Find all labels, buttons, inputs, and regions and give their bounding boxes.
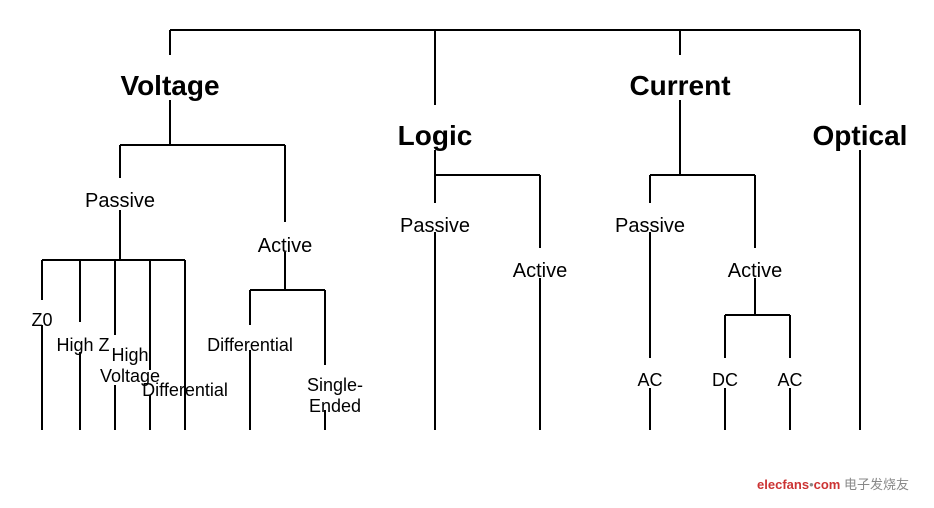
- node-c_passive: Passive: [615, 215, 685, 238]
- node-c_active: Active: [728, 260, 782, 283]
- watermark-brand: elecfans: [757, 477, 809, 492]
- node-v_active: Active: [258, 235, 312, 258]
- node-optical: Optical: [813, 120, 908, 152]
- node-l_active: Active: [513, 260, 567, 283]
- watermark-cn: 电子发烧友: [844, 477, 909, 492]
- node-single: Single-Ended: [307, 375, 363, 417]
- node-single-line0: Single-: [307, 375, 363, 396]
- node-logic: Logic: [398, 120, 473, 152]
- node-diff1: Differential: [142, 380, 228, 401]
- node-current: Current: [629, 70, 730, 102]
- node-l_passive: Passive: [400, 215, 470, 238]
- node-voltage: Voltage: [120, 70, 219, 102]
- node-v_passive: Passive: [85, 190, 155, 213]
- watermark-com: com: [814, 477, 841, 492]
- node-diff2: Differential: [207, 335, 293, 356]
- node-ac1: AC: [637, 370, 662, 391]
- watermark: elecfans•com 电子发烧友: [757, 474, 909, 493]
- node-ac2: AC: [777, 370, 802, 391]
- node-single-line1: Ended: [307, 396, 363, 417]
- node-dc: DC: [712, 370, 738, 391]
- node-highv-line0: High: [100, 345, 160, 366]
- node-z0: Z0: [31, 310, 52, 331]
